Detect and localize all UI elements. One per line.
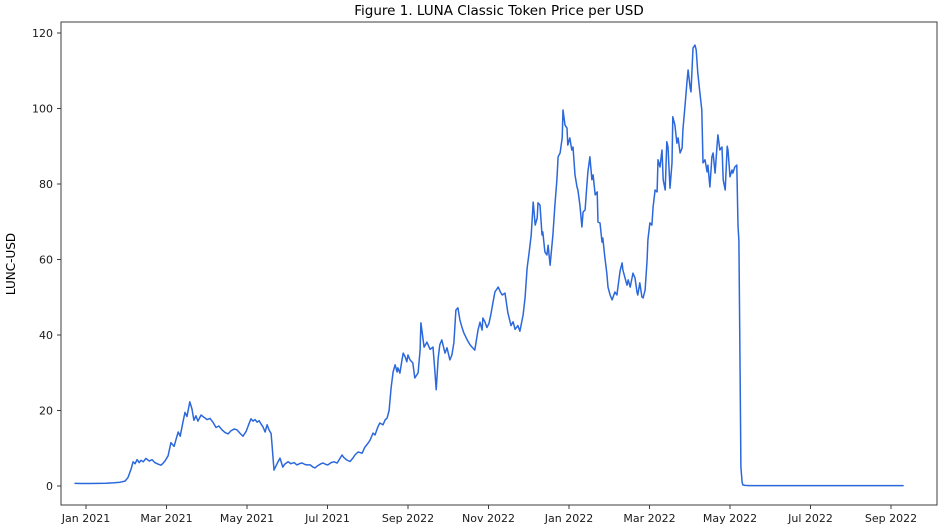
x-tick-label: Jan 2021	[61, 512, 110, 525]
x-tick-label: Sep 2022	[382, 512, 434, 525]
x-tick-label: Mar 2022	[623, 512, 675, 525]
x-tick-label: May 2022	[703, 512, 757, 525]
axes-spines	[60, 21, 938, 506]
x-tick-label: Jan 2022	[544, 512, 593, 525]
x-tick-label: Jul 2021	[304, 512, 350, 525]
y-tick-label: 80	[39, 178, 53, 191]
price-line-series	[74, 44, 904, 487]
chart-title: Figure 1. LUNA Classic Token Price per U…	[354, 3, 644, 19]
y-axis-label: LUNC-USD	[4, 232, 18, 296]
y-tick-label: 120	[32, 27, 53, 40]
y-tick-label: 0	[46, 480, 53, 493]
y-tick-label: 40	[39, 329, 53, 342]
x-tick-label: Jul 2022	[787, 512, 833, 525]
x-tick-label: Sep 2022	[865, 512, 917, 525]
x-tick-label: May 2021	[220, 512, 274, 525]
y-tick-label: 60	[39, 254, 53, 267]
y-tick-label: 20	[39, 405, 53, 418]
x-tick-label: Mar 2021	[140, 512, 192, 525]
x-tick-label: Nov 2022	[462, 512, 515, 525]
y-tick-label: 100	[32, 103, 53, 116]
